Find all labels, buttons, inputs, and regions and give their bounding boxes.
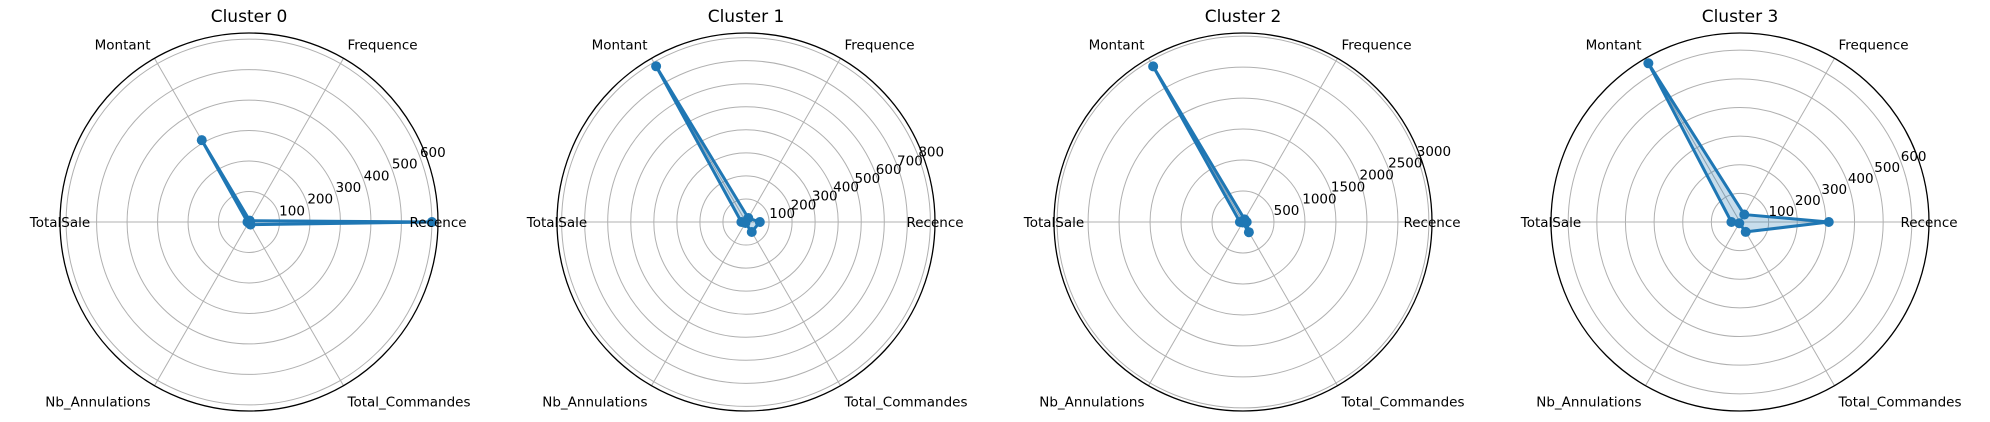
radial-tick-label: 500 <box>1274 203 1300 219</box>
chart-title: Cluster 3 <box>1702 7 1779 27</box>
series-line <box>200 138 432 227</box>
radial-tick-label: 600 <box>420 145 446 161</box>
category-label-total_commandes: Total_Commandes <box>347 395 471 411</box>
radial-tick-label: 100 <box>279 203 305 219</box>
data-point-total_commandes <box>1243 227 1254 238</box>
grid-spoke <box>1739 221 1835 386</box>
grid-spoke <box>1242 221 1338 386</box>
category-label-nb_annulations: Nb_Annulations <box>45 395 150 411</box>
series-line <box>654 64 761 234</box>
category-label-frequence: Frequence <box>845 37 915 53</box>
radial-tick-label: 400 <box>1848 171 1874 187</box>
data-point-total_commandes <box>1740 226 1751 237</box>
radial-tick-label: 500 <box>854 171 880 187</box>
category-label-montant: Montant <box>592 37 648 53</box>
radial-tick-label: 400 <box>364 168 390 184</box>
radial-tick-label: 300 <box>335 180 361 196</box>
category-label-recence: Recence <box>906 215 963 231</box>
radial-tick-label: 1500 <box>1331 179 1365 195</box>
category-label-montant: Montant <box>1089 37 1145 53</box>
grid-spoke <box>154 221 250 386</box>
polar-frame <box>556 32 936 412</box>
category-label-frequence: Frequence <box>1342 37 1412 53</box>
data-point-totalsale <box>1726 217 1737 227</box>
radial-tick-label: 400 <box>833 180 859 196</box>
polar-frame <box>1550 32 1930 412</box>
data-point-frequence <box>1739 209 1750 220</box>
category-label-frequence: Frequence <box>1839 37 1909 53</box>
data-point-recence <box>1823 217 1834 227</box>
grid-spoke <box>651 221 747 386</box>
category-label-total_commandes: Total_Commandes <box>844 395 968 411</box>
category-label-montant: Montant <box>1586 37 1642 53</box>
radial-tick-label: 100 <box>1768 204 1794 220</box>
category-label-totalsale: TotalSale <box>1023 215 1084 231</box>
category-label-totalsale: TotalSale <box>526 215 587 231</box>
series-area <box>201 140 432 225</box>
category-label-recence: Recence <box>409 215 466 231</box>
category-label-recence: Recence <box>1403 215 1460 231</box>
radial-tick-label: 200 <box>1795 193 1821 209</box>
data-point-nb_annulations <box>740 217 751 228</box>
data-point-total_commandes <box>746 226 757 237</box>
radial-tick-label: 200 <box>307 192 333 208</box>
category-label-nb_annulations: Nb_Annulations <box>542 395 647 411</box>
data-point-montant <box>196 135 207 146</box>
category-label-frequence: Frequence <box>348 37 418 53</box>
category-label-nb_annulations: Nb_Annulations <box>1039 395 1144 411</box>
radial-tick-label: 3000 <box>1417 144 1451 160</box>
radial-tick-label: 600 <box>1901 149 1927 165</box>
grid-spoke <box>1645 221 1741 386</box>
category-label-recence: Recence <box>1900 215 1957 231</box>
radial-tick-label: 300 <box>812 189 838 205</box>
data-point-recence <box>754 217 765 227</box>
data-point-recence <box>426 217 437 227</box>
category-label-total_commandes: Total_Commandes <box>1341 395 1465 411</box>
grid-spoke <box>745 58 841 223</box>
radial-tick-label: 300 <box>1821 182 1847 198</box>
polar-frame <box>1053 32 1433 412</box>
grid-spoke <box>248 58 344 223</box>
radial-tick-label: 100 <box>769 206 795 222</box>
chart-title: Cluster 2 <box>1205 7 1282 27</box>
grid-spoke <box>745 221 841 386</box>
data-point-montant <box>1643 58 1654 69</box>
data-point-total_commandes <box>245 219 256 230</box>
radial-tick-label: 1000 <box>1302 191 1336 207</box>
data-point-nb_annulations <box>1734 218 1745 229</box>
chart-title: Cluster 0 <box>211 7 288 27</box>
radial-tick-label: 600 <box>876 162 902 178</box>
data-point-montant <box>1148 61 1159 72</box>
chart-title: Cluster 1 <box>708 7 785 27</box>
radial-tick-label: 2000 <box>1360 168 1394 184</box>
category-label-totalsale: TotalSale <box>29 215 90 231</box>
category-label-total_commandes: Total_Commandes <box>1838 395 1962 411</box>
radial-tick-label: 800 <box>918 144 944 160</box>
category-label-montant: Montant <box>95 37 151 53</box>
radial-tick-label: 500 <box>392 157 418 173</box>
category-label-totalsale: TotalSale <box>1520 215 1581 231</box>
grid-spoke <box>1242 58 1338 223</box>
data-point-montant <box>651 61 662 72</box>
radial-tick-label: 500 <box>1874 160 1900 176</box>
radial-tick-label: 2500 <box>1388 156 1422 172</box>
grid-spoke <box>248 221 344 386</box>
radial-tick-label: 200 <box>791 197 817 213</box>
category-label-nb_annulations: Nb_Annulations <box>1536 395 1641 411</box>
grid-spoke <box>1739 58 1835 223</box>
polar-frame <box>59 32 439 412</box>
data-point-nb_annulations <box>1237 217 1248 228</box>
radial-tick-label: 700 <box>897 153 923 169</box>
grid-spoke <box>1148 221 1244 386</box>
